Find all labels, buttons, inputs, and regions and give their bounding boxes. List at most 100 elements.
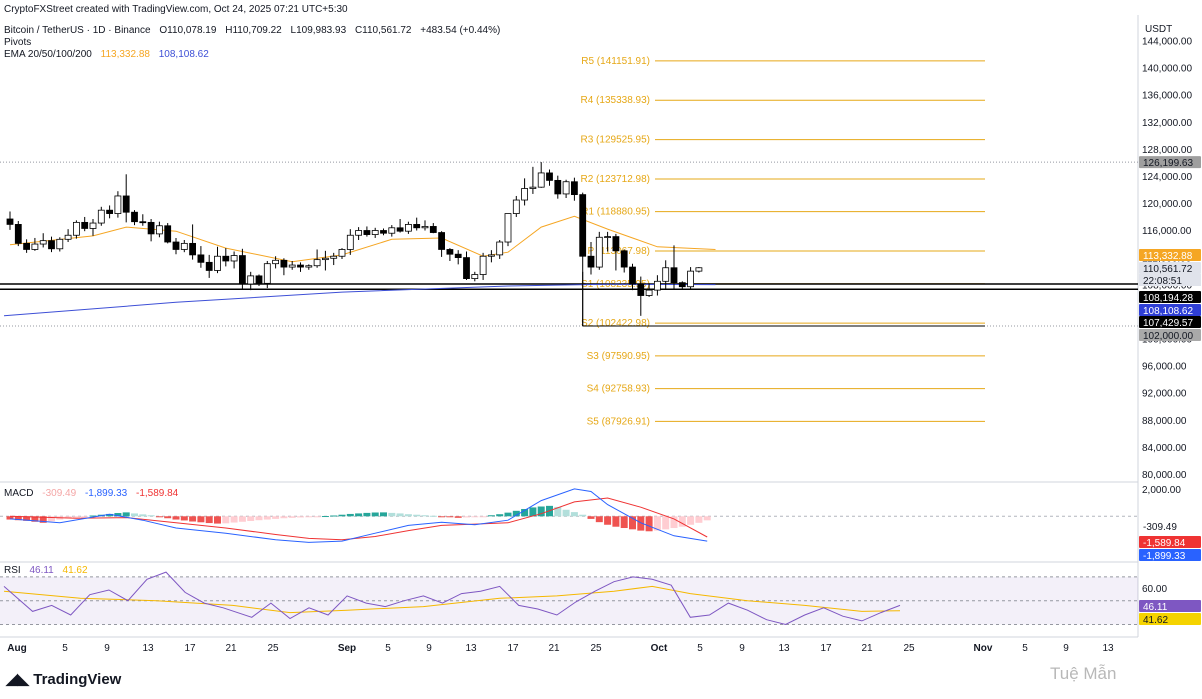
time-tick: 13 <box>465 643 477 654</box>
macd-histogram-bar <box>355 513 363 517</box>
macd-histogram-bar <box>272 516 280 519</box>
rsi-value-label-bg <box>1139 600 1201 612</box>
high-price-label: 126,199.63 <box>1143 158 1193 169</box>
countdown-bg <box>1139 274 1201 287</box>
candle-body <box>14 224 22 244</box>
candle-body <box>106 209 113 214</box>
macd-histogram-bar <box>363 512 371 517</box>
time-tick: 25 <box>267 643 279 654</box>
macd-histogram-bar <box>31 516 39 522</box>
macd-histogram-bar <box>413 514 421 517</box>
rsi-ma-label-bg <box>1139 613 1201 625</box>
price-tick: 116,000.00 <box>1142 226 1192 237</box>
ema-label: EMA 20/50/100/200 <box>4 49 92 60</box>
price-tick: 124,000.00 <box>1142 172 1192 183</box>
time-tick: Oct <box>651 643 668 654</box>
candle-body <box>214 255 221 271</box>
macd-histogram-bar <box>189 516 197 522</box>
candle-body <box>487 254 495 257</box>
macd-histogram-bar <box>114 513 122 517</box>
last-price-label: 110,561.72 <box>1143 264 1193 275</box>
candle-body <box>297 264 304 268</box>
macd-histogram-bar <box>537 506 545 517</box>
pivot-label: P (113067.98) <box>588 246 650 257</box>
candle-body <box>180 242 188 250</box>
candle-body <box>587 255 595 268</box>
macd-histogram-bar <box>637 516 645 531</box>
price-tick: 96,000.00 <box>1142 362 1187 373</box>
macd-histogram-bar <box>479 516 487 518</box>
macd-histogram-bar <box>570 512 578 517</box>
candle-body <box>537 172 545 188</box>
macd-histogram-bar <box>629 516 636 530</box>
candle-body <box>371 230 379 235</box>
macd-histogram-bar <box>238 516 246 522</box>
macd-line-label: -1,899.33 <box>1143 551 1186 562</box>
candle-body <box>355 230 363 236</box>
pivot-label: S4 (92758.93) <box>587 384 650 395</box>
time-tick: 5 <box>385 643 391 654</box>
countdown-label: 22:08:51 <box>1143 276 1182 287</box>
macd-histogram-bar <box>703 516 711 521</box>
candle-body <box>31 243 39 250</box>
macd-histogram-bar <box>662 516 670 530</box>
macd-histogram-bar <box>554 506 562 517</box>
candle-body <box>313 259 321 267</box>
macd-histogram-bar <box>587 516 595 519</box>
macd-histogram-bar <box>346 513 354 517</box>
candle-body <box>479 255 487 275</box>
macd-histogram-bar <box>620 516 628 529</box>
candle-body <box>454 253 462 258</box>
candle-body <box>571 181 578 196</box>
macd-histogram-bar <box>48 516 55 522</box>
time-tick: 13 <box>778 643 790 654</box>
time-tick: Nov <box>974 643 993 654</box>
pivot-label: S2 (102422.98) <box>581 318 650 329</box>
high-price-label-bg <box>1139 156 1201 169</box>
macd-histogram-bar <box>429 515 437 517</box>
rsi-ma-label: 41.62 <box>1143 615 1168 626</box>
pivot-label: R5 (141151.91) <box>581 56 650 67</box>
price-tick: 128,000.00 <box>1142 145 1192 156</box>
price-label: 108,194.28 <box>1143 293 1193 304</box>
time-tick: 9 <box>426 643 432 654</box>
pivot-label: R3 (129525.95) <box>581 135 651 146</box>
candle-body <box>496 241 504 256</box>
macd-signal-line <box>9 497 708 541</box>
macd-histogram-bar <box>255 516 263 521</box>
ema20-value: 113,332.88 <box>100 49 150 60</box>
candle-body <box>205 261 213 271</box>
tradingview-logo[interactable]: ◢◣ TradingView <box>6 670 121 688</box>
macd-hist-value: -309.49 <box>42 488 77 499</box>
price-tick: 132,000.00 <box>1142 118 1192 129</box>
macd-histogram-bar <box>496 514 504 517</box>
time-tick: 9 <box>1063 643 1069 654</box>
pivot-label: R2 (123712.98) <box>581 174 651 185</box>
currency-label: USDT <box>1145 24 1173 35</box>
time-tick: 9 <box>104 643 110 654</box>
candle-body <box>48 240 55 250</box>
candle-body <box>321 257 329 261</box>
candle-body <box>620 250 628 268</box>
macd-histogram-bar <box>139 514 147 517</box>
macd-line <box>9 488 708 543</box>
candle-body <box>81 221 89 229</box>
macd-histogram-bar <box>695 516 703 523</box>
macd-histogram-bar <box>89 515 97 517</box>
candle-body <box>164 225 172 243</box>
price-tick: 144,000.00 <box>1142 37 1192 48</box>
ema200-value: 108,108.62 <box>158 49 209 60</box>
candle-body <box>139 221 147 224</box>
tradingview-icon: ◢◣ <box>6 671 34 688</box>
rsi-legend: RSI 46.11 41.62 <box>4 565 94 576</box>
candle-body <box>263 263 271 284</box>
candle-body <box>272 259 280 265</box>
candle-body <box>404 224 412 232</box>
macd-histogram-bar <box>222 516 230 524</box>
candle-body <box>338 249 346 257</box>
price-label-bg <box>1139 249 1201 261</box>
rsi-tick: 60.00 <box>1142 584 1167 595</box>
candle-body <box>56 238 64 250</box>
macd-line-value: -1,899.33 <box>84 488 128 499</box>
candle-body <box>396 227 404 232</box>
